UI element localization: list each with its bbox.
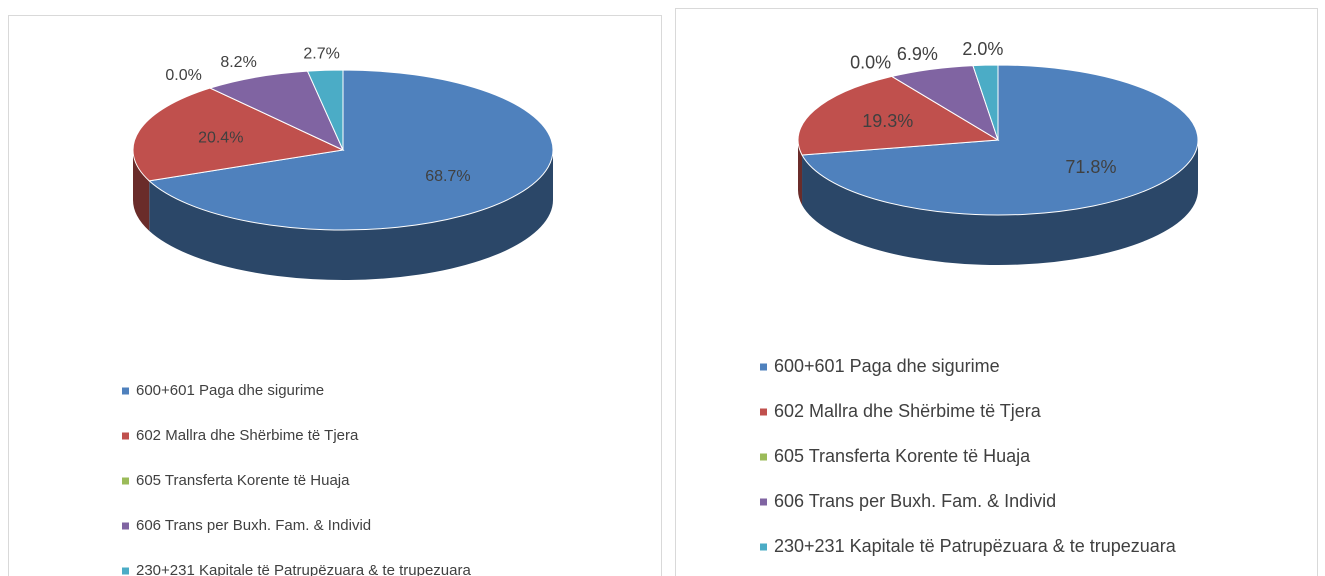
slice [797,75,1000,156]
legend-label: 230+231 Kapitale të Patrupëzuara & te tr… [774,536,1177,556]
legend-marker [122,522,129,530]
data-label: 2.0% [962,39,1003,59]
legend-label: 602 Mallra dhe Shërbime të Tjera [136,427,359,444]
data-label: 19.3% [862,111,913,131]
slice [132,87,345,182]
chart-left: 68.7% 20.4% 0.0% 8.2% 2.7% 600+601 Paga dhe s… [122,46,554,576]
slice [208,70,345,152]
data-label: 68.7% [425,168,470,185]
legend-marker [760,363,767,371]
legend-marker [122,567,129,575]
slice [972,64,999,141]
legend-label: 602 Mallra dhe Shërbime të Tjera [774,401,1042,421]
legend-marker [122,387,129,395]
legend-marker [760,543,767,551]
slice [801,64,1199,216]
slice [306,69,344,151]
chart-frame [8,15,662,576]
legend-label: 605 Transferta Korente të Huaja [136,472,350,489]
data-label: 6.9% [897,44,938,64]
data-label: 8.2% [220,54,256,71]
legend-marker [122,477,129,485]
legend-label: 230+231 Kapitale të Patrupëzuara & te tr… [136,562,471,576]
chart-right: 71.8% 19.3% 0.0% 6.9% 2.0% 600+601 Paga dhe s… [760,39,1199,556]
legend-marker [760,408,767,416]
slice-side [133,150,150,231]
data-label: 20.4% [198,130,243,147]
slice-side [149,150,554,280]
data-label: 71.8% [1065,157,1116,177]
legend-marker [760,498,767,506]
legend-label: 606 Trans per Buxh. Fam. & Individ [774,491,1056,511]
slice [148,69,554,231]
data-label: 0.0% [165,67,201,84]
legend-label: 605 Transferta Korente të Huaja [774,446,1031,466]
legend-label: 600+601 Paga dhe sigurime [136,382,324,399]
chart-frame [675,8,1318,576]
slice-side [798,140,803,205]
legend-label: 600+601 Paga dhe sigurime [774,356,1000,376]
slice-side [802,140,1198,265]
legend-marker [760,453,767,461]
data-label: 2.7% [303,46,339,63]
legend-marker [122,432,129,440]
data-label: 0.0% [850,52,891,72]
legend-label: 606 Trans per Buxh. Fam. & Individ [136,517,371,534]
